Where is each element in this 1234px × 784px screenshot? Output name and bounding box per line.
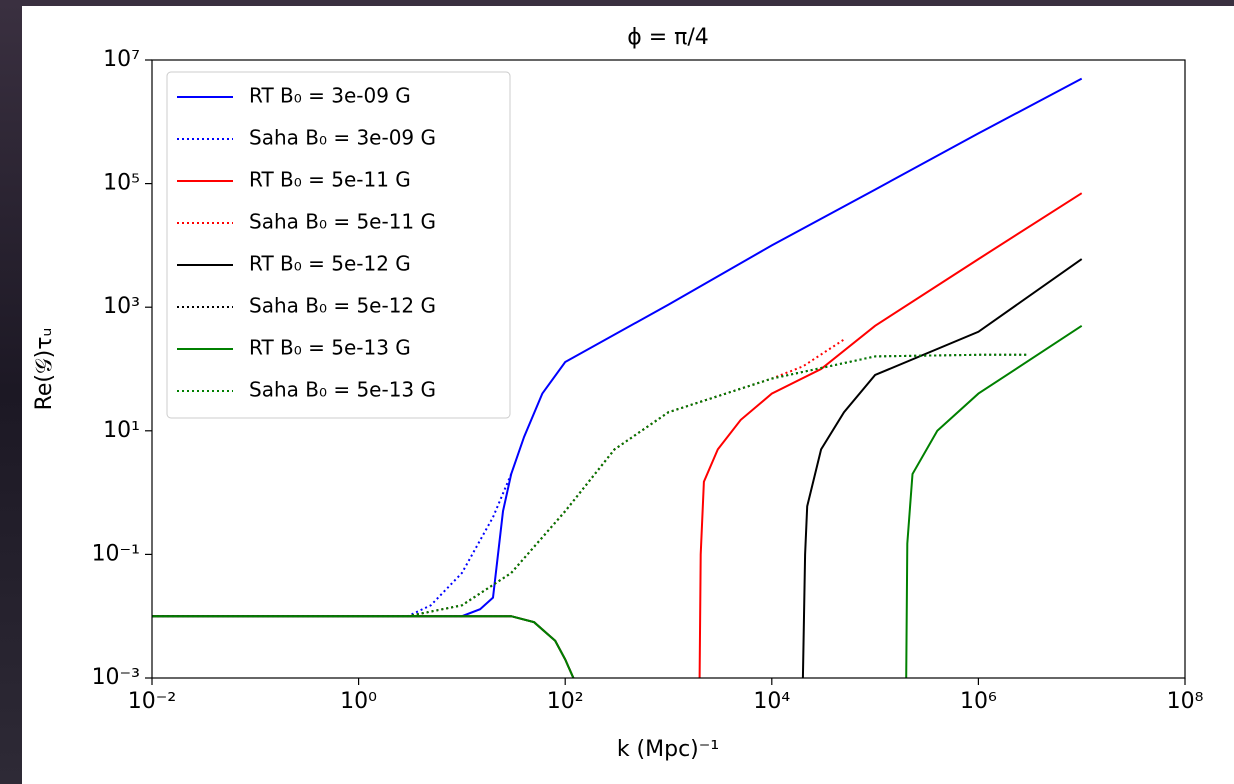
y-tick-label: 10¹ — [103, 418, 140, 443]
legend-label: Saha B₀ = 3e-09 G — [249, 126, 436, 150]
series-line — [152, 324, 1083, 678]
chart-title: ϕ = π/4 — [627, 25, 709, 50]
plot-lines — [152, 77, 1083, 678]
plot-frame — [151, 59, 1186, 679]
x-tick-label: 10⁴ — [753, 689, 790, 714]
legend-label: RT B₀ = 3e-09 G — [249, 84, 411, 108]
y-axis-label: Re(𝒢)τᵤ — [32, 328, 57, 411]
legend-label: Saha B₀ = 5e-12 G — [249, 294, 436, 318]
x-tick-label: 10⁶ — [960, 689, 997, 714]
legend-label: Saha B₀ = 5e-11 G — [249, 210, 436, 234]
x-tick-label: 10² — [547, 689, 584, 714]
series-line — [152, 353, 1028, 618]
legend-label: Saha B₀ = 5e-13 G — [249, 378, 436, 402]
legend-box — [166, 71, 511, 419]
y-tick-label: 10⁵ — [103, 171, 140, 196]
legend-label: RT B₀ = 5e-13 G — [249, 336, 411, 360]
series-line — [152, 77, 1083, 618]
y-tick-label: 10⁷ — [103, 47, 140, 72]
legend-label: RT B₀ = 5e-11 G — [249, 168, 411, 192]
x-axis-label: k (Mpc)⁻¹ — [617, 737, 719, 762]
y-tick-label: 10⁻³ — [92, 665, 140, 690]
legend-label: RT B₀ = 5e-12 G — [249, 252, 411, 276]
x-tick-label: 10⁸ — [1167, 689, 1204, 714]
x-tick-label: 10⁻² — [128, 689, 176, 714]
y-tick-label: 10³ — [103, 294, 140, 319]
x-tick-label: 10⁰ — [340, 689, 377, 714]
y-tick-label: 10⁻¹ — [92, 541, 140, 566]
